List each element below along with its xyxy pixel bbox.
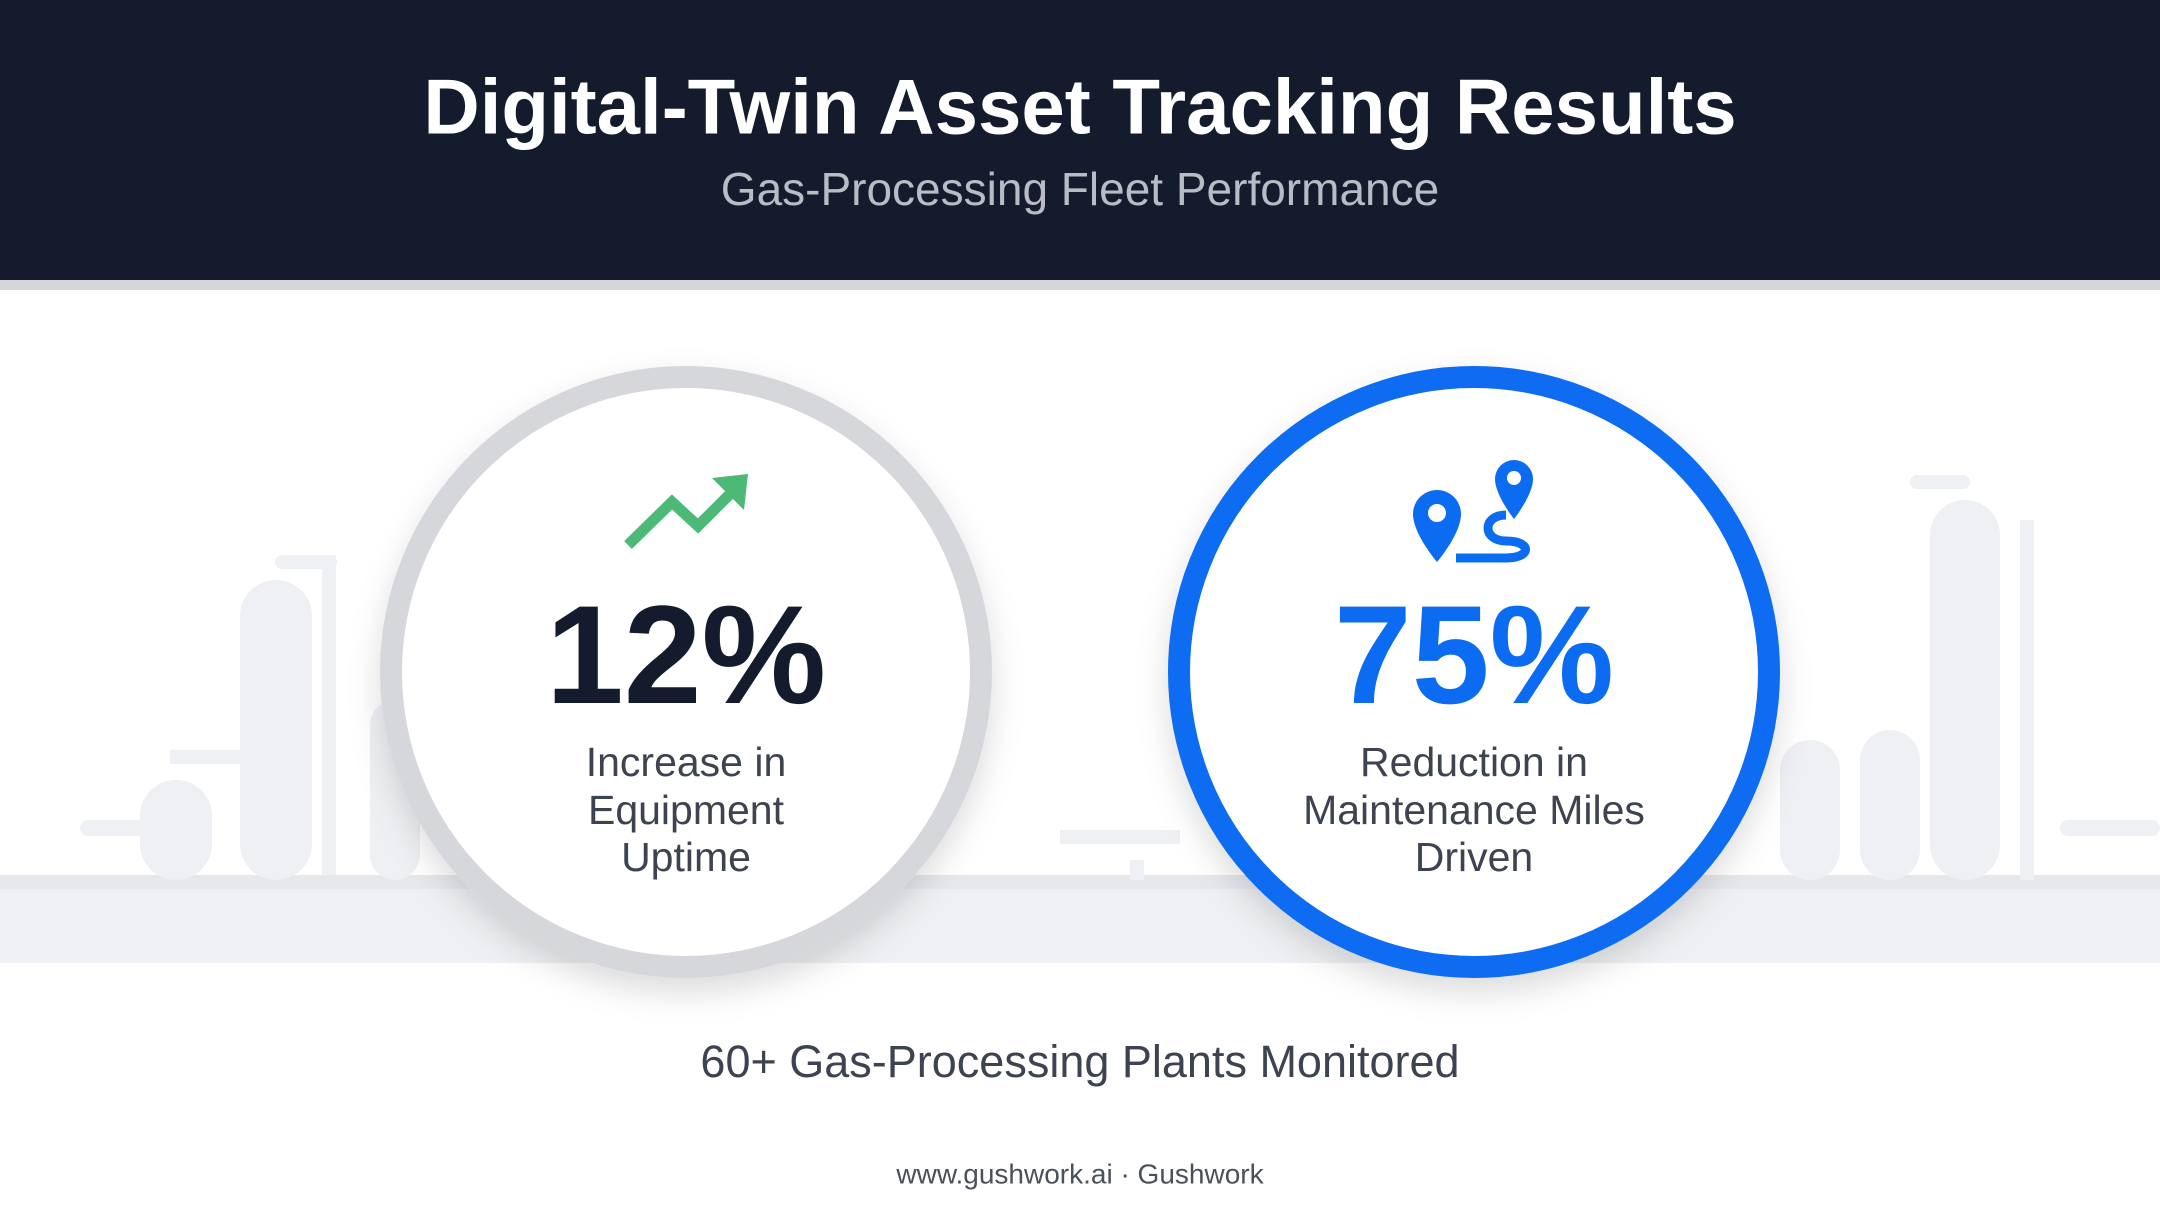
stat-circle — [380, 366, 992, 978]
stat-label: Reduction in — [1360, 739, 1588, 785]
summary: 60+ Gas-Processing Plants Monitored — [700, 1036, 1459, 1087]
header-strip — [0, 280, 2160, 290]
footer: www.gushwork.ai · Gushwork — [895, 1158, 1264, 1189]
stat-label: Maintenance Miles — [1303, 787, 1645, 833]
trend-icon — [624, 474, 748, 549]
stat-value: 75% — [1334, 576, 1614, 733]
stat-label: Driven — [1415, 834, 1533, 880]
title: Digital-Twin Asset Tracking Results — [423, 63, 1736, 151]
header-band — [0, 0, 2160, 280]
stat-label: Equipment — [588, 787, 785, 833]
stat-circle — [1168, 366, 1780, 978]
stat-label: Uptime — [621, 834, 751, 880]
subtitle: Gas-Processing Fleet Performance — [721, 163, 1439, 215]
plant-silhouette — [0, 475, 2160, 963]
stat-value: 12% — [546, 576, 826, 733]
route-icon — [1413, 460, 1533, 563]
stat-label: Increase in — [586, 739, 787, 785]
